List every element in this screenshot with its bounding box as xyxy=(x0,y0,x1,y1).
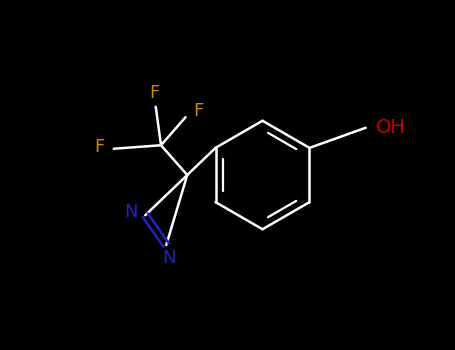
Text: N: N xyxy=(162,249,176,267)
Text: F: F xyxy=(149,84,159,103)
Text: OH: OH xyxy=(375,118,405,137)
Text: N: N xyxy=(124,203,137,222)
Text: F: F xyxy=(94,138,104,156)
Text: F: F xyxy=(194,102,204,120)
